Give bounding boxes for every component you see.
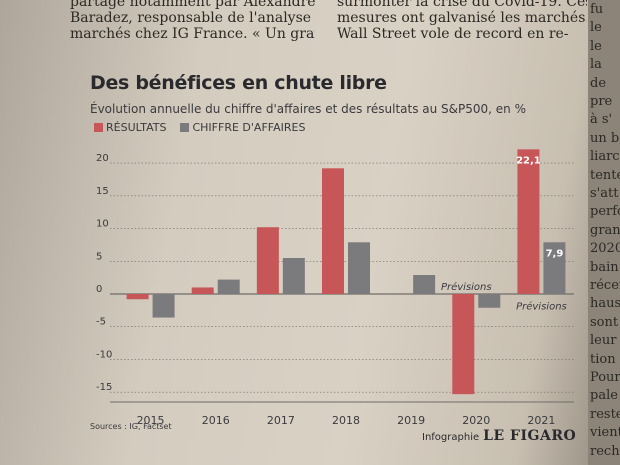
article-fragment: un b	[590, 130, 620, 146]
legend-item-chiffre-affaires: CHIFFRE D'AFFAIRES	[180, 121, 305, 134]
y-tick-label: -10	[96, 349, 112, 360]
credit-brand-logo: LE FIGARO	[483, 428, 577, 444]
forecast-annotation: Prévisions	[516, 301, 567, 313]
article-fragment: reste	[590, 406, 620, 422]
article-fragment: tente	[590, 167, 620, 183]
legend-label-chiffre-affaires: CHIFFRE D'AFFAIRES	[192, 121, 306, 134]
bar-data-label: 22,1	[516, 155, 541, 166]
chart-subtitle: Évolution annuelle du chiffre d'affaires…	[90, 102, 527, 116]
article-fragment: le	[590, 20, 602, 36]
chart-infographic: 20 15 10 5 0 -5 -10 -15 2015 2016 2017 2018 2019 2020…	[82, 66, 582, 446]
article-fragment: pale	[590, 388, 618, 404]
article-fragment: s'att	[590, 186, 619, 201]
chart-title: Des bénéfices en chute libre	[90, 72, 387, 94]
bar-chiffre-affaires	[152, 294, 175, 318]
y-tick-label: 10	[96, 219, 109, 230]
bar-resultats	[517, 149, 540, 294]
bar-data-label: 7,9	[546, 248, 564, 259]
forecast-annotation: Prévisions	[441, 281, 492, 293]
article-fragment: gran	[590, 222, 620, 238]
article-fragment: la	[590, 57, 602, 73]
article-fragment: liarc	[590, 149, 620, 165]
bar-resultats	[322, 168, 344, 294]
article-fragment: perfo	[590, 204, 620, 220]
article-fragment: sont	[590, 314, 619, 330]
legend-label-resultats: RÉSULTATS	[106, 121, 167, 134]
article-column-middle: surmonter la crise du Covid-19. Ces mesu…	[337, 0, 587, 42]
x-tick-label: 2017	[267, 414, 295, 427]
y-tick-label: -5	[96, 317, 106, 328]
y-tick-label: 20	[96, 153, 109, 164]
bar-chiffre-affaires	[348, 242, 370, 294]
legend-swatch-resultats	[94, 123, 103, 132]
article-fragment: fu	[590, 2, 604, 17]
x-tick-label: 2018	[332, 414, 360, 427]
article-column-left: partage notamment par Alexandre Baradez,…	[70, 0, 315, 42]
article-line: marchés chez IG France. « Un grand	[70, 26, 315, 42]
bar-resultats	[126, 294, 149, 300]
y-tick-label: 0	[96, 284, 102, 295]
credit-prefix: Infographie	[422, 432, 480, 443]
article-fragment: Pour	[590, 370, 620, 385]
article-fragment: récen	[590, 278, 620, 293]
article-fragment: tion	[590, 351, 616, 367]
bar-chiffre-affaires	[543, 242, 566, 294]
bar-chiffre-affaires	[413, 275, 436, 294]
article-fragment: pre	[590, 94, 613, 109]
article-fragment: leur	[590, 333, 617, 349]
chart-legend: RÉSULTATS CHIFFRE D'AFFAIRES	[94, 121, 319, 134]
article-fragment: le	[590, 38, 602, 54]
article-line: partage notamment par Alexandre	[70, 0, 315, 10]
bar-resultats	[256, 227, 279, 294]
article-fragment: rechu	[590, 443, 620, 459]
article-fragment: 2020	[590, 241, 620, 257]
bar-chiffre-affaires	[282, 258, 305, 294]
article-line: Baradez, responsable de l'analyse	[70, 10, 312, 26]
article-line: surmonter la crise du Covid-19. Ces	[337, 0, 587, 10]
bar-chiffre-affaires	[217, 279, 240, 294]
article-fragment: à s'	[590, 112, 613, 128]
chart-source: Sources : IG, Factset	[90, 422, 172, 431]
x-tick-label: 2020	[462, 414, 490, 427]
bar-chiffre-affaires	[478, 294, 501, 308]
x-tick-label: 2015	[137, 414, 165, 427]
x-tick-label: 2021	[527, 414, 555, 427]
bar-resultats	[191, 287, 214, 294]
y-tick-label: -15	[96, 382, 112, 393]
x-tick-label: 2016	[202, 414, 230, 427]
article-line: mesures ont galvanisé les marchés.	[337, 10, 587, 26]
y-tick-label: 5	[96, 251, 102, 262]
legend-swatch-chiffre-affaires	[180, 123, 190, 132]
bar-resultats	[452, 294, 475, 395]
article-column-right: fu le le la de pre à s' un b liarc tente s'att perf…	[588, 0, 620, 465]
y-tick-label: 15	[96, 186, 109, 197]
article-fragment: bain.	[590, 259, 620, 275]
article-fragment: de	[590, 75, 607, 91]
article-fragment: vient	[590, 425, 620, 441]
chart-credit: Infographie LE FIGARO	[422, 428, 576, 444]
x-tick-label: 2019	[397, 414, 425, 427]
article-line: Wall Street vole de record en re-	[337, 26, 569, 42]
legend-item-resultats: RÉSULTATS	[94, 121, 166, 134]
